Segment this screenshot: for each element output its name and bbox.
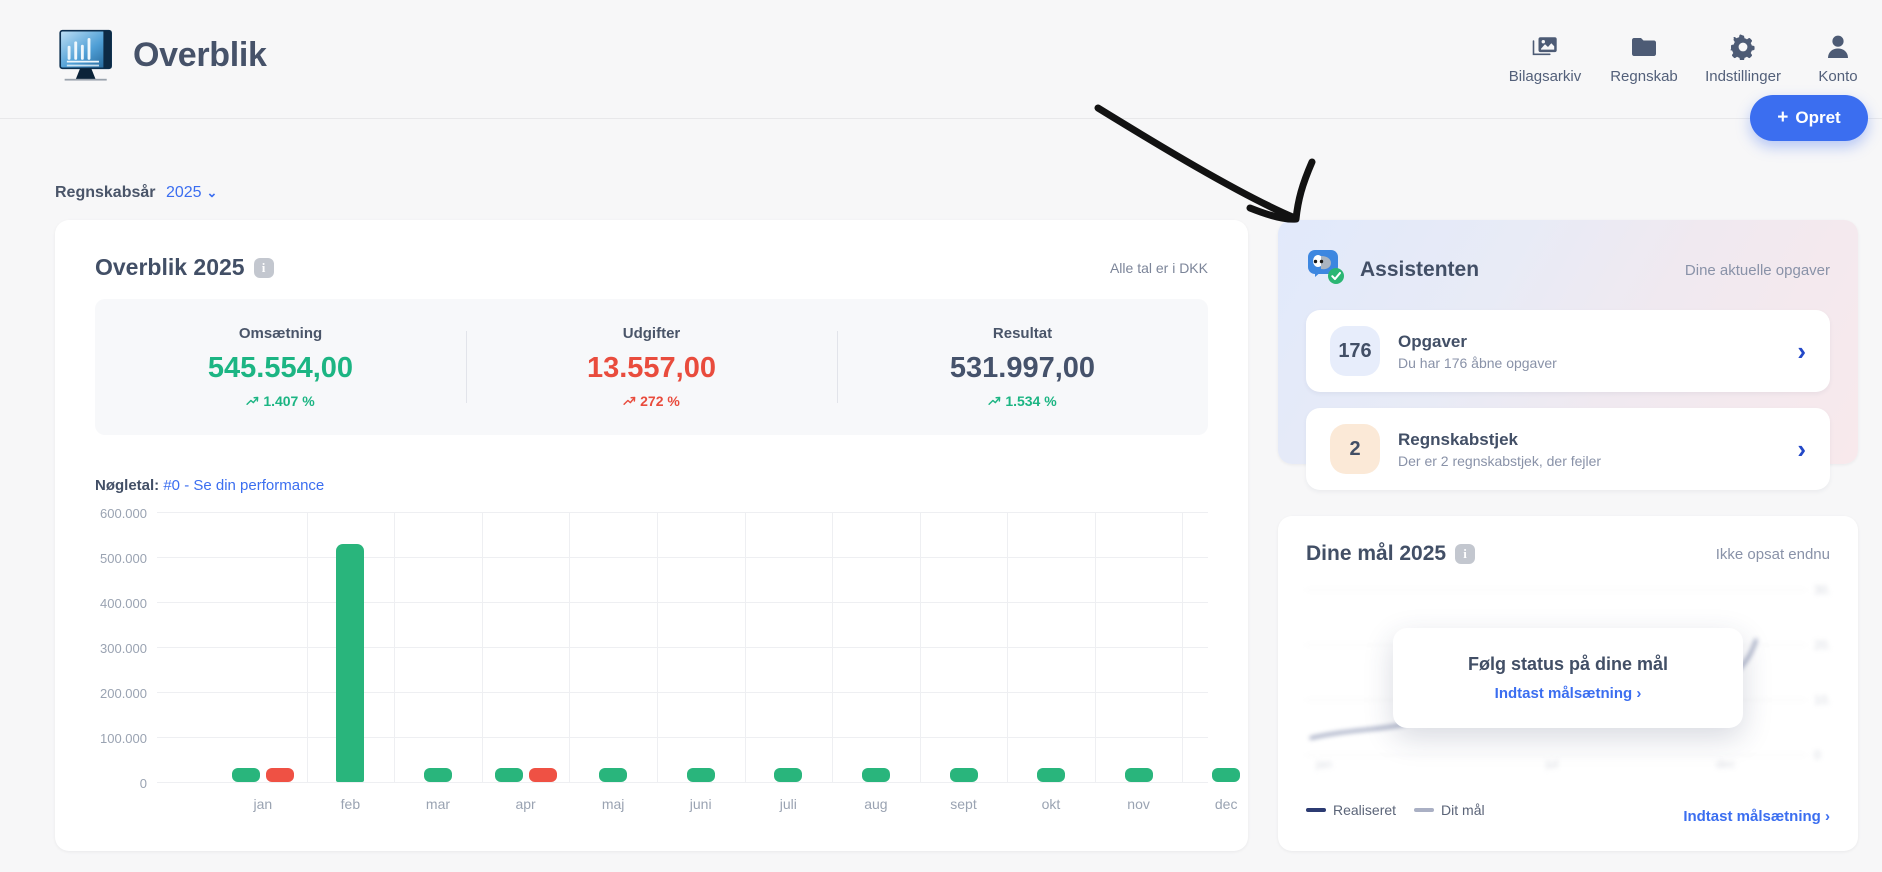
- svg-text:30.000: 30.000: [1814, 583, 1830, 597]
- svg-text:dec: dec: [1716, 757, 1735, 770]
- svg-text:0: 0: [1814, 748, 1821, 762]
- svg-text:jul: jul: [1545, 757, 1558, 770]
- svg-text:10.000: 10.000: [1814, 693, 1830, 707]
- svg-text:20.000: 20.000: [1814, 638, 1830, 652]
- svg-text:jan: jan: [1315, 757, 1332, 770]
